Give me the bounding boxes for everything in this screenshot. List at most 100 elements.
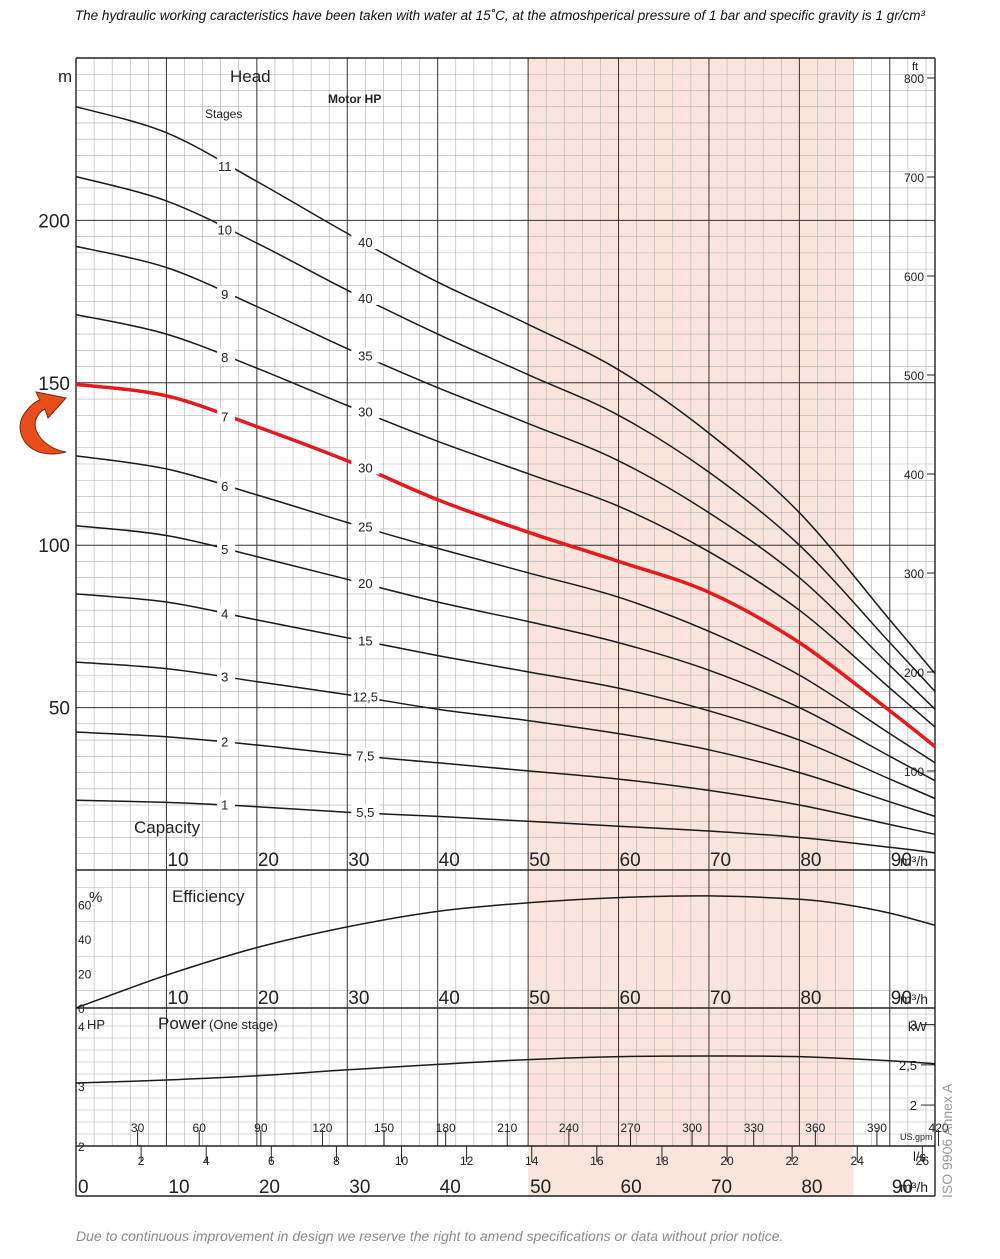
stage-label-bg [217, 733, 236, 749]
eff-y-tick-label: 20 [78, 968, 92, 982]
ls-tick-label: 18 [655, 1154, 669, 1168]
power-y-tick-label: 2 [78, 1140, 85, 1154]
usgpm-tick-label: 120 [312, 1121, 332, 1135]
stage-label-bg [217, 408, 236, 424]
stage-label-bg [217, 478, 236, 494]
stage-label-4: 4 [221, 607, 228, 622]
stage-label-7: 7 [221, 409, 228, 424]
stage-label-3: 3 [221, 670, 228, 685]
head-x-tick-label: 50 [529, 850, 550, 871]
usgpm-tick-label: 90 [254, 1121, 268, 1135]
motor-hp-label-bg [351, 632, 380, 648]
head-x-tick-label: 20 [258, 850, 279, 871]
m3h-unit: m³/h [900, 1179, 928, 1195]
head-x-tick-label: 90 [891, 850, 912, 871]
m3h-tick-label: 50 [530, 1177, 551, 1198]
m3h-tick-label: 0 [78, 1177, 89, 1198]
eff-x-tick-label: 30 [348, 988, 369, 1009]
power-y2-unit: kW [908, 1019, 928, 1034]
motor-hp-label-11: 40 [358, 235, 372, 250]
m3h-tick-label: 90 [892, 1177, 913, 1198]
eff-y-tick-label: 0 [78, 1002, 85, 1016]
capacity-label: Capacity [134, 818, 201, 837]
m3h-tick-label: 70 [711, 1177, 732, 1198]
stage-label-8: 8 [221, 350, 228, 365]
usgpm-tick-label: 270 [620, 1121, 640, 1135]
ls-tick-label: 2 [138, 1154, 145, 1168]
motor-hp-label-8: 30 [358, 405, 372, 420]
motor-hp-label-7: 30 [358, 461, 372, 476]
standard-label: ISO 9906 Annex A [939, 1083, 955, 1198]
power-y2-tick-label: 3 [910, 1018, 917, 1033]
motor-hp-label-10: 40 [358, 291, 372, 306]
m3h-tick-label: 30 [349, 1177, 370, 1198]
ls-tick-label: 14 [525, 1154, 539, 1168]
m3h-tick-label: 10 [168, 1177, 189, 1198]
header-note: The hydraulic working caracteristics hav… [74, 8, 926, 23]
motor-hp-label-bg [351, 403, 380, 419]
head-y-tick-label: 50 [49, 699, 70, 720]
head-x-tick-label: 60 [620, 850, 641, 871]
usgpm-tick-label: 330 [744, 1121, 764, 1135]
motor-hp-label-6: 25 [358, 520, 372, 535]
motor-hp-label-2: 7,5 [356, 748, 374, 763]
usgpm-tick-label: 240 [559, 1121, 579, 1135]
motor-hp-label-3: 12,5 [353, 690, 378, 705]
stage-label-1: 1 [221, 797, 228, 812]
ls-tick-label: 10 [395, 1154, 409, 1168]
head-y2-tick-label: 800 [904, 72, 924, 86]
head-y2-tick-label: 300 [904, 567, 924, 581]
head-y-tick-label: 100 [38, 536, 70, 557]
stage-label-10: 10 [217, 222, 231, 237]
stage-label-bg [217, 348, 236, 364]
ls-unit: l/s [913, 1149, 927, 1164]
power-curve [75, 1055, 936, 1084]
motor-hp-label: Motor HP [328, 92, 381, 106]
motor-hp-label-5: 20 [358, 576, 372, 591]
usgpm-tick-label: 360 [805, 1121, 825, 1135]
stage-label-bg [217, 668, 236, 684]
usgpm-tick-label: 300 [682, 1121, 702, 1135]
power-y2-tick-label: 2,5 [899, 1058, 917, 1073]
ls-tick-label: 6 [268, 1154, 275, 1168]
stage-label-bg [217, 285, 236, 301]
power-title-suffix: (One stage) [209, 1017, 278, 1032]
head-x-tick-label: 70 [710, 850, 731, 871]
usgpm-unit: US.gpm [900, 1132, 933, 1142]
head-y2-tick-label: 600 [904, 270, 924, 284]
footer-note: Due to continuous improvement in design … [76, 1228, 784, 1244]
usgpm-tick-label: 30 [131, 1121, 145, 1135]
motor-hp-label-bg [351, 290, 380, 306]
head-x-tick-label: 30 [348, 850, 369, 871]
stage-label-11: 11 [218, 159, 232, 174]
power-y-tick-label: 3 [78, 1080, 85, 1094]
head-y2-tick-label: 500 [904, 369, 924, 383]
ls-tick-label: 26 [916, 1154, 930, 1168]
usgpm-tick-label: 180 [436, 1121, 456, 1135]
motor-hp-label-bg [351, 688, 380, 704]
ls-tick-label: 8 [333, 1154, 340, 1168]
eff-x-tick-label: 70 [710, 988, 731, 1009]
eff-y-tick-label: 60 [78, 899, 92, 913]
usgpm-tick-label: 60 [193, 1121, 207, 1135]
head-x-tick-label: 40 [439, 850, 460, 871]
motor-hp-label-bg [351, 347, 380, 363]
eff-x-unit: m³/h [900, 991, 928, 1007]
ls-tick-label: 4 [203, 1154, 210, 1168]
stage-label-2: 2 [221, 735, 228, 750]
eff-y-unit: % [89, 889, 102, 906]
stage-label-bg [217, 605, 236, 621]
motor-hp-label-1: 5,5 [356, 805, 374, 820]
motor-hp-label-bg [351, 518, 380, 534]
eff-x-tick-label: 40 [439, 988, 460, 1009]
m3h-tick-label: 80 [801, 1177, 822, 1198]
power-y2-tick-label: 2 [910, 1098, 917, 1113]
efficiency-curve [75, 895, 936, 1009]
motor-hp-label-bg [351, 747, 380, 763]
head-y-tick-label: 200 [38, 211, 70, 232]
stage-label-5: 5 [221, 542, 228, 557]
head-x-tick-label: 80 [800, 850, 821, 871]
ls-tick-label: 24 [851, 1154, 865, 1168]
m3h-tick-label: 20 [259, 1177, 280, 1198]
highlight-arrow-icon [19, 391, 67, 455]
